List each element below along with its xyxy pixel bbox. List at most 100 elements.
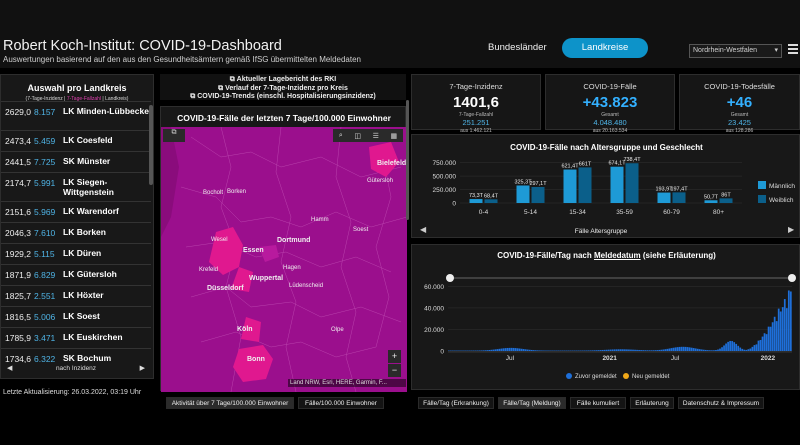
daily-bar (492, 349, 495, 351)
daily-bar (692, 348, 695, 351)
daily-bar (672, 347, 675, 351)
daily-bar (702, 349, 705, 351)
chevron-right-icon[interactable]: ▶ (139, 365, 145, 372)
daily-bar (528, 349, 531, 351)
district-name: LK Höxter (63, 290, 104, 300)
chevron-left-icon[interactable]: ◀ (7, 365, 13, 372)
x-axis-label: Fälle Altersgruppe (575, 228, 628, 235)
bar (531, 187, 545, 203)
list-sort-label: nach Inzidenz (55, 365, 97, 372)
map-canvas[interactable]: Bielefeld Gütersloh Bocholt Borken Hamm … (161, 127, 407, 392)
district-incidence: 2473,4 (5, 136, 31, 146)
layers-icon[interactable]: ◫ (354, 132, 361, 140)
daily-bar (749, 348, 752, 351)
link-trends[interactable]: ⧉ COVID-19-Trends (einschl. Hospitalisie… (190, 93, 376, 100)
daily-bar (648, 350, 651, 351)
daily-bar (591, 350, 594, 351)
bar-value-label: 674,1T (608, 161, 626, 167)
nav-bundeslaender-button[interactable]: Bundesländer (488, 42, 547, 53)
district-row[interactable]: 2151,6 5.969 LK Warendorf (1, 201, 151, 222)
list-icon[interactable]: ☰ (372, 132, 379, 140)
daily-bar (745, 349, 748, 351)
district-row[interactable]: 2629,0 8.157 LK Minden-Lübbecke (1, 101, 151, 132)
menu-icon[interactable] (788, 44, 798, 54)
district-cases: 7.725 (34, 157, 56, 167)
daily-bar (496, 349, 499, 351)
tab-map-activity[interactable]: Aktivität über 7 Tage/100.000 Einwohner (166, 397, 294, 409)
daily-bar (539, 350, 541, 351)
tab-cases-onset[interactable]: Fälle/Tag (Erkrankung) (418, 397, 494, 409)
bar-value-label: 738,4T (623, 157, 641, 163)
kpi-label: 7-Tage-Inzidenz (449, 82, 503, 91)
district-incidence: 2151,6 (5, 207, 31, 217)
daily-bar (478, 350, 481, 351)
daily-bar (751, 346, 754, 351)
tab-explanation[interactable]: Erläuterung (630, 397, 674, 409)
district-row[interactable]: 2174,7 5.991 LK Siegen-Wittgenstein (1, 172, 151, 203)
kpi-value: 1401,6 (453, 94, 499, 111)
district-row[interactable]: 1825,7 2.551 LK Höxter (1, 285, 151, 306)
chart-title: COVID-19-Fälle nach Altersgruppe und Ges… (510, 143, 703, 152)
tab-cases-report[interactable]: Fälle/Tag (Meldung) (498, 397, 566, 409)
search-icon[interactable]: ⌕ (338, 131, 343, 139)
district-row[interactable]: 1929,2 5.115 LK Düren (1, 243, 151, 264)
zoom-in-button[interactable]: + (388, 350, 401, 363)
x-tick-label: 0-4 (479, 209, 489, 216)
district-incidence: 1929,2 (5, 249, 31, 259)
map-title: COVID-19-Fälle der letzten 7 Tage/100.00… (177, 113, 391, 123)
bar-value-label: 197,4T (670, 186, 688, 192)
daily-bar (532, 350, 535, 351)
daily-bar (486, 350, 489, 351)
map-layer-tool[interactable]: ⧉ (163, 129, 185, 142)
daily-bar (626, 349, 628, 351)
district-row[interactable]: 2473,4 5.459 LK Coesfeld (1, 130, 151, 151)
daily-bar (690, 347, 693, 351)
daily-bar (763, 333, 766, 351)
tab-privacy[interactable]: Datenschutz & Impressum (678, 397, 764, 409)
daily-bar (688, 347, 691, 351)
district-cases: 5.459 (34, 136, 56, 146)
grid-icon[interactable]: ▦ (390, 132, 398, 140)
x-tick-label: Jul (506, 355, 515, 362)
daily-bar (670, 348, 673, 351)
daily-bar (480, 350, 483, 351)
list-sort-control[interactable]: ◀ nach Inzidenz ▶ (1, 359, 151, 379)
daily-bar (609, 349, 612, 351)
district-name: LK Düren (63, 248, 102, 258)
daily-bar (603, 349, 606, 351)
link-lagebericht[interactable]: ⧉ Aktueller Lagebericht des RKI (229, 76, 337, 83)
daily-bar (755, 344, 758, 351)
kpi-subvalue-2: aus 20.163.534 (592, 128, 628, 134)
district-row[interactable]: 1734,6 6.322 SK Bochum (1, 348, 151, 369)
tab-cases-cumulative[interactable]: Fälle kumuliert (570, 397, 626, 409)
district-row[interactable]: 2441,5 7.725 SK Münster (1, 151, 151, 172)
daily-bar (508, 347, 511, 351)
map-city: Hagen (283, 265, 301, 271)
kpi-incidence: 7-Tage-Inzidenz 1401,6 7-Tage-Fallzahl 2… (411, 74, 541, 134)
bar (578, 167, 592, 203)
map-city: Wuppertal (249, 275, 284, 282)
district-row[interactable]: 1785,9 3.471 LK Euskirchen (1, 327, 151, 348)
links-scrollbar[interactable] (406, 100, 409, 220)
daily-bar (624, 349, 626, 351)
link-inzidenz-verlauf[interactable]: ⧉ Verlauf der 7-Tage-Inzidenz pro Kreis (218, 84, 348, 92)
daily-bar (719, 348, 721, 351)
x-tick-label: 60-79 (663, 209, 680, 216)
map-city: Dortmund (277, 237, 311, 244)
daily-bar (654, 350, 657, 351)
state-select[interactable]: Nordrhein-Westfalen ▾ (689, 44, 782, 58)
daily-bar (682, 346, 685, 351)
district-row[interactable]: 1816,5 5.006 LK Soest (1, 306, 151, 327)
y-tick-label: 750.000 (433, 160, 457, 167)
district-incidence: 1785,9 (5, 333, 31, 343)
list-scrollbar[interactable] (149, 105, 153, 185)
zoom-out-button[interactable]: − (388, 364, 401, 377)
daily-bar (709, 350, 711, 351)
daily-bar (490, 349, 493, 351)
map-city: Bocholt (203, 190, 224, 196)
tab-map-cases[interactable]: Fälle/100.000 Einwohner (298, 397, 384, 409)
district-row[interactable]: 2046,3 7.610 LK Borken (1, 222, 151, 243)
district-row[interactable]: 1871,9 6.829 LK Gütersloh (1, 264, 151, 285)
district-incidence: 2174,7 (5, 178, 31, 188)
nav-landkreise-button[interactable]: Landkreise (562, 38, 648, 58)
